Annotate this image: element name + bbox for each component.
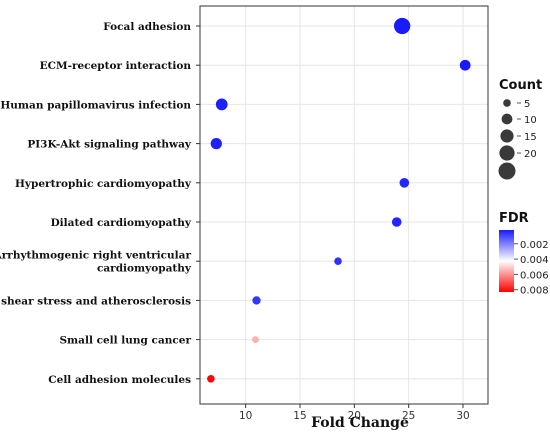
- pathway-label: Hypertrophic cardiomyopathy: [15, 178, 192, 190]
- data-point: [391, 217, 402, 227]
- fdr-legend-label: 0.006: [520, 270, 549, 281]
- pathway-label: PI3K-Akt signaling pathway: [27, 139, 192, 151]
- fdr-legend-label: 0.002: [520, 240, 549, 251]
- x-tick-label: 10: [239, 410, 252, 422]
- pathway-label: Dilated cardiomyopathy: [51, 217, 192, 229]
- count-legend-label: 10: [524, 115, 537, 126]
- count-legend-label: 5: [524, 99, 530, 110]
- count-legend-dot: [503, 99, 511, 107]
- pathway-label: Arrhythmogenic right ventricular cardiomy…: [0, 250, 192, 275]
- pathway-label: Fluid shear stress and atherosclerosis: [0, 295, 191, 307]
- count-legend-dot: [498, 162, 516, 180]
- x-axis-title: Fold Change: [311, 415, 409, 431]
- plot-frame: [199, 5, 489, 405]
- pathway-label: Human papillomavirus infection: [0, 99, 191, 111]
- x-tick-label: 15: [293, 410, 306, 422]
- data-point: [210, 137, 222, 150]
- pathway-label: ECM-receptor interaction: [40, 60, 192, 72]
- fdr-legend: FDR 0.002 0.004 0.006 0.008: [499, 211, 549, 297]
- count-legend-dot: [500, 129, 514, 143]
- count-legend-dot: [499, 145, 515, 161]
- x-tick-label: 20: [348, 410, 361, 422]
- count-legend-title: Count: [499, 78, 542, 93]
- x-ticks: 10 15 20 25 30: [239, 404, 470, 422]
- fdr-legend-title: FDR: [499, 211, 529, 226]
- count-legend-dot: [501, 113, 513, 125]
- data-point: [215, 98, 228, 111]
- fdr-color-bar: [499, 230, 514, 292]
- count-legend-label: 15: [524, 132, 537, 143]
- fdr-legend-label: 0.008: [520, 286, 549, 297]
- count-legend-label: 20: [524, 149, 537, 160]
- data-point: [252, 296, 261, 305]
- data-point: [459, 59, 471, 71]
- data-point: [252, 336, 259, 343]
- data-points: [207, 17, 471, 383]
- y-ticks: [196, 25, 200, 380]
- pathway-label: Cell adhesion molecules: [48, 374, 191, 386]
- y-axis-labels: Focal adhesion ECM-receptor interaction Hu…: [0, 21, 192, 386]
- count-legend: Count 5 10 15 20: [498, 78, 542, 180]
- x-tick-label: 30: [456, 410, 469, 422]
- data-point: [207, 374, 215, 383]
- grid-lines: [200, 6, 488, 404]
- data-point: [393, 17, 411, 35]
- fdr-legend-label: 0.004: [520, 255, 549, 266]
- data-point: [399, 177, 410, 188]
- pathway-label: Small cell lung cancer: [59, 335, 191, 347]
- data-point: [334, 257, 342, 266]
- pathway-label: Focal adhesion: [103, 21, 191, 33]
- x-tick-label: 25: [402, 410, 415, 422]
